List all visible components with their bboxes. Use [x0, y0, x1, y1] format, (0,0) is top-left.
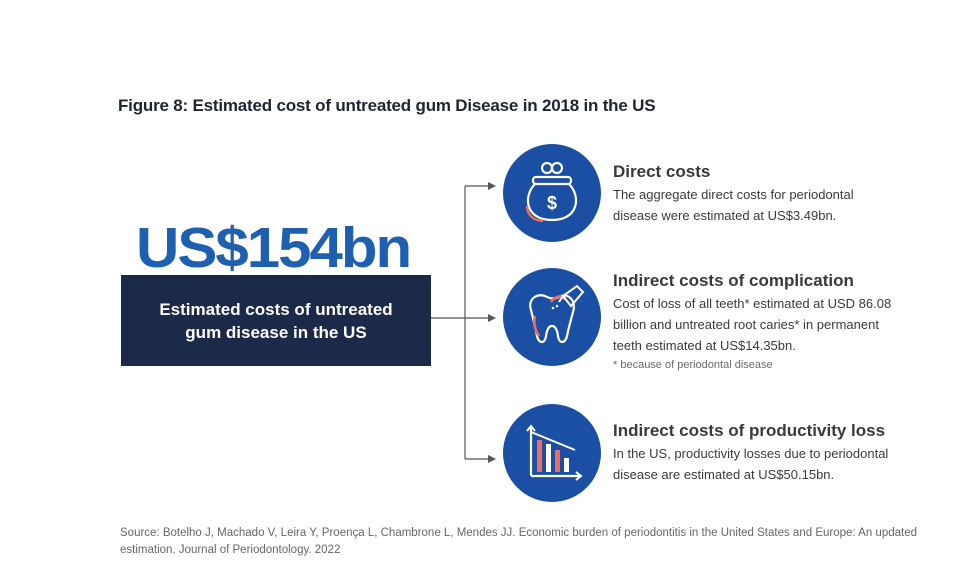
productivity-loss-circle [503, 404, 601, 502]
productivity-loss-desc-line: disease are estimated at US$50.15bn. [613, 467, 835, 482]
tooth-drill-icon [529, 284, 585, 344]
productivity-loss-description: In the US, productivity losses due to pe… [613, 443, 913, 485]
coin-purse-dollar-icon: $ [525, 161, 578, 223]
source-citation: Source: Botelho J, Machado V, Leira Y, P… [120, 525, 920, 559]
footnote-periodontal: * because of periodontal disease [613, 359, 773, 371]
total-amount: US$154bn [136, 215, 412, 280]
direct-costs-title: Direct costs [613, 162, 711, 181]
total-caption-box: Estimated costs of untreated gum disease… [121, 275, 431, 366]
indirect-complication-desc-line: Cost of loss of all teeth* estimated at … [613, 296, 892, 311]
figure-title: Figure 8: Estimated cost of untreated gu… [118, 96, 656, 115]
total-caption-line2: gum disease in the US [185, 322, 367, 342]
source-line: estimation. Journal of Periodontology. 2… [120, 544, 341, 556]
direct-costs-description: The aggregate direct costs for periodont… [613, 184, 913, 226]
total-caption-line1: Estimated costs of untreated [159, 299, 393, 319]
indirect-complication-description: Cost of loss of all teeth* estimated at … [613, 293, 913, 356]
direct-costs-desc-line: disease were estimated at US$3.49bn. [613, 208, 837, 223]
svg-text:$: $ [547, 193, 557, 213]
indirect-complication-desc-line: billion and untreated root caries* in pe… [613, 317, 879, 332]
indirect-complication-desc-line: teeth estimated at US$14.35bn. [613, 338, 796, 353]
direct-costs-desc-line: The aggregate direct costs for periodont… [613, 187, 854, 202]
direct-costs-circle: $ [503, 144, 601, 242]
declining-bar-chart-icon [526, 424, 583, 481]
source-line: Source: Botelho J, Machado V, Leira Y, P… [120, 527, 917, 539]
indirect-complication-circle [503, 268, 601, 366]
indirect-complication-title: Indirect costs of complication [613, 271, 854, 290]
productivity-loss-desc-line: In the US, productivity losses due to pe… [613, 446, 889, 461]
productivity-loss-title: Indirect costs of productivity loss [613, 421, 886, 440]
